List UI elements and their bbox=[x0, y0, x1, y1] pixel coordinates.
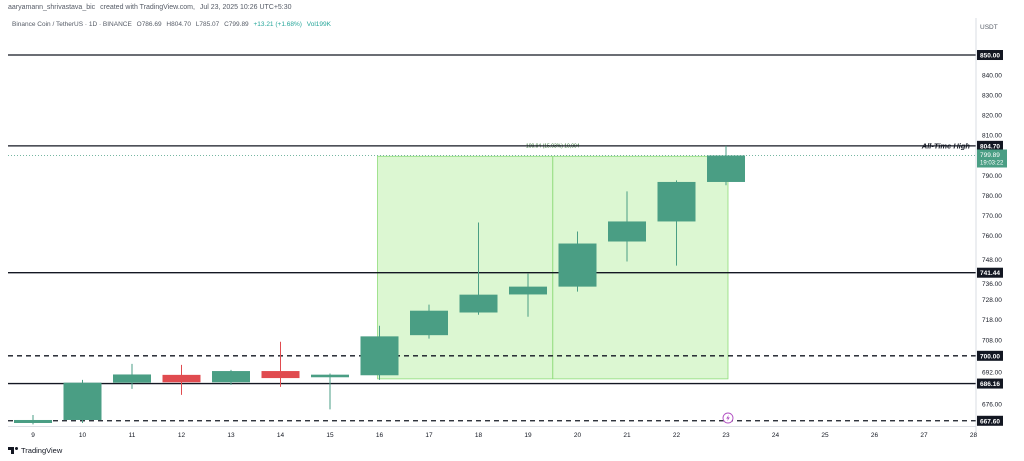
price-tick-label: 770.00 bbox=[982, 213, 1002, 220]
candle-body[interactable] bbox=[707, 155, 745, 182]
price-tick-label: 676.00 bbox=[982, 401, 1002, 408]
time-tick-label: 14 bbox=[277, 432, 285, 439]
price-tick-label: 830.00 bbox=[982, 93, 1002, 100]
price-line-label: 741.44 bbox=[980, 270, 1000, 277]
measure-zone-layer: 109.94 (15.93%) 10,994 bbox=[377, 143, 729, 380]
time-tick-label: 11 bbox=[129, 432, 136, 439]
price-line-label-box[interactable] bbox=[977, 50, 1003, 61]
time-tick-label: 22 bbox=[673, 432, 681, 439]
price-tick-label: 718.00 bbox=[982, 317, 1002, 324]
current-price-label: 799.89 bbox=[980, 152, 1000, 159]
price-tick-label: 748.00 bbox=[982, 257, 1002, 264]
ohlc-close: C799.89 bbox=[224, 21, 249, 28]
time-tick-label: 18 bbox=[475, 432, 483, 439]
candle-body[interactable] bbox=[360, 336, 399, 376]
time-tick-label: 26 bbox=[871, 432, 879, 439]
candle-body[interactable] bbox=[558, 243, 597, 287]
candle-body[interactable] bbox=[608, 221, 646, 242]
price-tick-label: 820.00 bbox=[982, 113, 1002, 120]
price-axis[interactable]: 840.00 830.00 820.00 810.00 790.00 780.00 770.… bbox=[975, 18, 1007, 434]
candle-body[interactable] bbox=[14, 419, 52, 423]
price-line-label: 700.00 bbox=[980, 353, 1000, 360]
candle-body[interactable] bbox=[113, 374, 151, 383]
time-tick-label: 20 bbox=[574, 432, 582, 439]
candle-body[interactable] bbox=[459, 294, 498, 313]
candle-body[interactable] bbox=[509, 286, 547, 295]
icons-layer bbox=[722, 412, 734, 424]
price-line-label: 667.60 bbox=[980, 418, 1000, 425]
candle-body[interactable] bbox=[162, 374, 201, 383]
flash-icon-bolt bbox=[726, 414, 730, 422]
flash-icon[interactable] bbox=[722, 412, 734, 424]
time-tick-label: 10 bbox=[79, 432, 87, 439]
time-tick-label: 12 bbox=[178, 432, 186, 439]
candle-body[interactable] bbox=[261, 371, 300, 379]
time-tick-label: 17 bbox=[425, 432, 433, 439]
currency-label[interactable]: USDT bbox=[980, 24, 998, 31]
created-with-text: created with TradingView.com, bbox=[100, 4, 195, 11]
tradingview-logo-icon bbox=[8, 447, 18, 454]
price-tick-label: 736.00 bbox=[982, 281, 1002, 288]
time-tick-label: 24 bbox=[772, 432, 780, 439]
current-price-box[interactable] bbox=[977, 149, 1007, 168]
timestamp: Jul 23, 2025 10:26 UTC+5:30 bbox=[199, 4, 292, 11]
volume: Vol199K bbox=[306, 21, 331, 28]
chart-credit: aaryamann_shrivastava_bic created with T… bbox=[8, 4, 295, 11]
ohlc-high: H804.70 bbox=[166, 21, 191, 28]
all-time-high-annotation: All-Time High bbox=[921, 141, 971, 150]
author-name: aaryamann_shrivastava_bic bbox=[8, 4, 96, 11]
time-tick-label: 15 bbox=[326, 432, 334, 439]
price-tick-label: 692.00 bbox=[982, 369, 1002, 376]
symbol-legend[interactable]: Binance Coin / TetherUS · 1D · BINANCE O… bbox=[12, 21, 334, 28]
price-line-label: 850.00 bbox=[980, 53, 1000, 60]
time-tick-label: 16 bbox=[376, 432, 384, 439]
price-line-label-box[interactable] bbox=[977, 350, 1003, 361]
candle-body[interactable] bbox=[657, 181, 696, 222]
tradingview-logo[interactable]: TradingView bbox=[8, 446, 62, 455]
price-change: +13.21 (+1.68%) bbox=[253, 21, 302, 28]
price-line-label: 686.16 bbox=[980, 381, 1000, 388]
time-tick-label: 27 bbox=[920, 432, 928, 439]
price-tick-label: 840.00 bbox=[982, 73, 1002, 80]
brand-name: TradingView bbox=[21, 446, 63, 455]
candles-layer bbox=[14, 145, 745, 425]
candle-body[interactable] bbox=[212, 371, 250, 383]
price-line-label: 804.70 bbox=[980, 143, 1000, 150]
price-line-label-box[interactable] bbox=[977, 140, 1003, 151]
symbol-name[interactable]: Binance Coin / TetherUS · 1D · BINANCE bbox=[12, 21, 132, 28]
price-tick-label: 810.00 bbox=[982, 133, 1002, 140]
time-axis[interactable]: 9 10 11 12 13 14 15 16 17 18 19 20 21 22 23 24 25 26 27 28 bbox=[8, 426, 978, 440]
time-tick-label: 25 bbox=[821, 432, 829, 439]
price-tick-label: 790.00 bbox=[982, 173, 1002, 180]
time-tick-label: 13 bbox=[227, 432, 235, 439]
price-tick-label: 708.00 bbox=[982, 337, 1002, 344]
candle-body[interactable] bbox=[63, 382, 102, 420]
price-line-label-box[interactable] bbox=[977, 415, 1003, 426]
time-tick-label: 9 bbox=[31, 432, 35, 439]
time-tick-label: 23 bbox=[722, 432, 730, 439]
price-line-label-box[interactable] bbox=[977, 378, 1003, 389]
countdown-label: 19:03:22 bbox=[980, 160, 1004, 166]
candle-body[interactable] bbox=[311, 374, 349, 378]
price-tick-label: 728.00 bbox=[982, 297, 1002, 304]
candle-body[interactable] bbox=[410, 310, 448, 336]
price-tick-label: 760.00 bbox=[982, 233, 1002, 240]
ohlc-low: L785.07 bbox=[195, 21, 220, 28]
time-tick-label: 19 bbox=[524, 432, 532, 439]
price-line-label-box[interactable] bbox=[977, 267, 1003, 278]
ohlc-open: O786.69 bbox=[136, 21, 162, 28]
time-tick-label: 28 bbox=[970, 432, 978, 439]
time-tick-label: 21 bbox=[623, 432, 631, 439]
horizontal-lines-layer: All-Time High bbox=[8, 54, 976, 422]
price-tick-label: 780.00 bbox=[982, 193, 1002, 200]
